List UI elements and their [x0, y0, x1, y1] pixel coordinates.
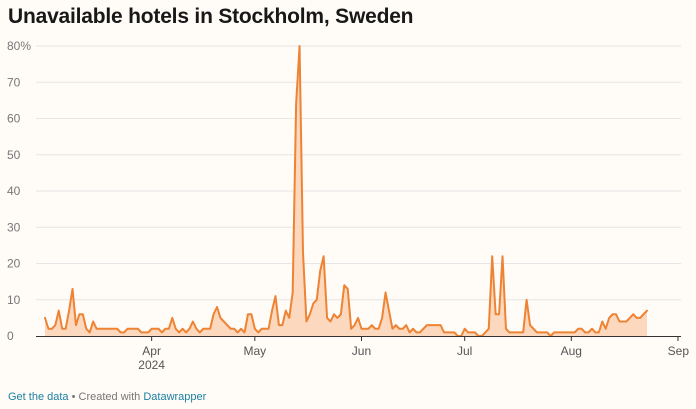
x-tick-sublabel: 2024 — [138, 358, 165, 372]
gridlines — [36, 45, 681, 301]
chart-title: Unavailable hotels in Stockholm, Sweden — [8, 5, 414, 28]
x-tick-label: Jun — [352, 344, 371, 358]
y-tick-label: 20 — [7, 257, 21, 271]
x-tick-label: Aug — [561, 344, 582, 358]
x-tick-label: Apr — [142, 344, 161, 358]
created-with-text: Created with — [78, 391, 144, 403]
y-tick-label: 30 — [7, 220, 21, 234]
y-tick-label: 0 — [7, 329, 14, 343]
series-line — [44, 45, 648, 337]
chart-footer: Get the data • Created with Datawrapper — [8, 391, 206, 403]
area-series — [44, 45, 648, 337]
y-tick-label: 60 — [7, 112, 21, 126]
datawrapper-link[interactable]: Datawrapper — [143, 391, 207, 403]
x-tick-label: Sep — [668, 344, 690, 358]
y-tick-label: 70 — [7, 75, 21, 89]
y-tick-label: 50 — [7, 148, 21, 162]
y-tick-label: 80% — [7, 39, 31, 53]
y-tick-label: 40 — [7, 184, 21, 198]
footer-separator: • — [68, 391, 79, 403]
x-tick-label: May — [244, 344, 267, 358]
y-axis-ticks: 80% 70 60 50 40 30 20 10 0 — [7, 39, 31, 343]
x-tick-label: Jul — [457, 344, 472, 358]
y-tick-label: 10 — [7, 293, 21, 307]
get-data-link[interactable]: Get the data — [8, 391, 69, 403]
